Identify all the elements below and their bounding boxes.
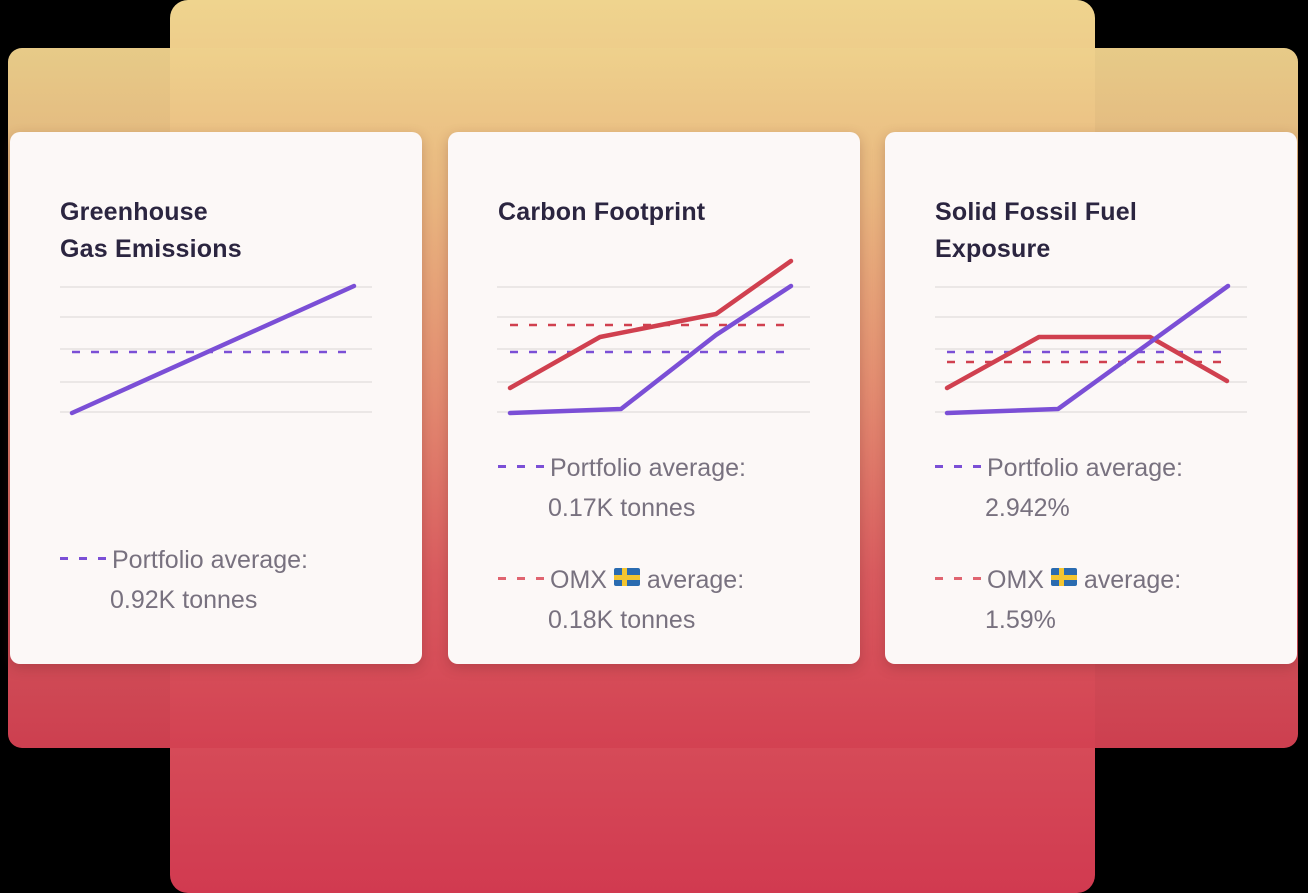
card-title: Greenhouse Gas Emissions <box>60 194 380 268</box>
card-greenhouse-gas-emissions: Greenhouse Gas Emissions Portfolio avera… <box>10 132 422 664</box>
card-title-line: Gas Emissions <box>60 235 242 263</box>
dashed-line-purple-icon <box>935 464 981 468</box>
legend-label: OMX <box>987 566 1044 594</box>
legend-label: average: <box>1083 566 1182 594</box>
line-chart <box>60 283 372 416</box>
legend-label: Portfolio average: <box>550 454 746 482</box>
legend-value: 0.18K tonnes <box>548 606 696 634</box>
card-title-line: Greenhouse <box>60 198 208 226</box>
legend-portfolio: Portfolio average: 0.17K tonnes <box>498 448 746 528</box>
line-chart <box>497 258 810 416</box>
legend-value: 0.17K tonnes <box>548 494 696 522</box>
legend-label: Portfolio average: <box>112 546 308 574</box>
dashed-line-red-icon <box>935 576 981 580</box>
card-carbon-footprint: Carbon Footprint Portfolio average: 0.17… <box>448 132 860 664</box>
legend-portfolio: Portfolio average: 0.92K tonnes <box>60 540 308 620</box>
sweden-flag-icon <box>613 568 640 587</box>
legend-label: average: <box>646 566 745 594</box>
sweden-flag-icon <box>1050 568 1077 587</box>
legend-value: 1.59% <box>985 606 1056 634</box>
dashed-line-purple-icon <box>498 464 544 468</box>
legend-label: OMX <box>550 566 607 594</box>
line-chart <box>935 283 1247 416</box>
card-solid-fossil-fuel-exposure: Solid Fossil Fuel Exposure Portfolio ave… <box>885 132 1297 664</box>
legend-omx: OMX average: 1.59% <box>935 560 1181 640</box>
legend-portfolio: Portfolio average: 2.942% <box>935 448 1183 528</box>
dashed-line-purple-icon <box>60 556 106 560</box>
legend-label: Portfolio average: <box>987 454 1183 482</box>
dashed-line-red-icon <box>498 576 544 580</box>
card-title: Carbon Footprint <box>498 194 818 231</box>
card-title-line: Solid Fossil Fuel <box>935 198 1138 226</box>
card-title-line: Exposure <box>935 235 1051 263</box>
legend-value: 0.92K tonnes <box>110 586 258 614</box>
legend-value: 2.942% <box>985 494 1070 522</box>
card-title-line: Carbon Footprint <box>498 198 706 226</box>
legend-omx: OMX average: 0.18K tonnes <box>498 560 744 640</box>
card-title: Solid Fossil Fuel Exposure <box>935 194 1255 268</box>
